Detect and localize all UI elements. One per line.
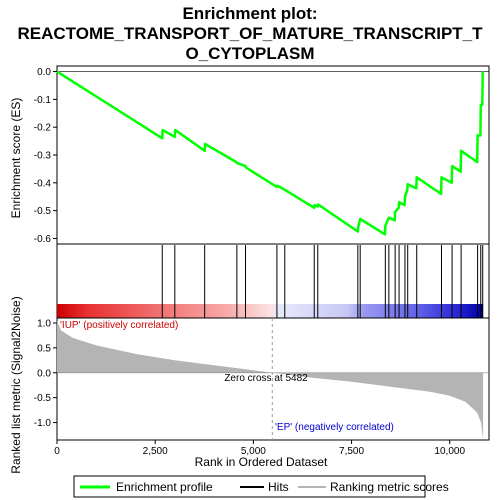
positive-correlation-label: 'IUP' (positively correlated) <box>60 320 178 331</box>
es-y-tick-label: -0.2 <box>34 123 52 134</box>
metric-y-tick-label: -0.5 <box>34 393 52 404</box>
zero-cross-label: Zero cross at 5482 <box>224 373 308 384</box>
es-y-axis-label: Enrichment score (ES) <box>9 98 23 219</box>
legend: Enrichment profile Hits Ranking metric s… <box>74 476 449 497</box>
chart-title-line-3: O_CYTOPLASM <box>185 44 314 63</box>
es-plot-frame <box>57 66 489 244</box>
metric-panel: 1.00.50.0-0.5-1.00 2,500 5,000 7,500 10,000 <box>34 318 489 457</box>
es-y-tick-label: -0.5 <box>34 206 52 217</box>
es-y-tick-label: 0.0 <box>37 67 51 78</box>
negative-correlation-label: 'EP' (negatively correlated) <box>275 422 394 433</box>
es-y-tick-label: -0.6 <box>34 234 52 245</box>
x-tick-label: 0 <box>54 446 60 457</box>
es-y-tick-label: -0.3 <box>34 151 52 162</box>
es-y-tick-label: -0.4 <box>34 178 52 189</box>
metric-y-tick-label: 1.0 <box>37 318 51 329</box>
es-y-tick-label: -0.1 <box>34 95 52 106</box>
hits-panel <box>57 244 489 318</box>
es-panel: 0.0 -0.1 -0.2 -0.3 -0.4 -0.5 -0.6 <box>34 66 489 245</box>
chart-title-line-2: REACTOME_TRANSPORT_OF_MATURE_TRANSCRIPT_… <box>17 24 483 43</box>
legend-label-ranking-metric: Ranking metric scores <box>330 480 449 494</box>
metric-y-tick-label: -1.0 <box>34 418 52 429</box>
legend-label-hits: Hits <box>268 480 289 494</box>
chart-title-line-1: Enrichment plot: <box>182 4 317 23</box>
metric-y-tick-label: 0.5 <box>37 343 51 354</box>
rank-gradient-bar <box>57 304 483 318</box>
metric-y-axis-label: Ranked list metric (Signal2Noise) <box>9 296 23 473</box>
x-axis-label: Rank in Ordered Dataset <box>195 455 328 469</box>
x-tick-label: 10,000 <box>434 446 465 457</box>
metric-y-tick-label: 0.0 <box>37 368 51 379</box>
x-tick-label: 2,500 <box>143 446 168 457</box>
legend-label-enrichment-profile: Enrichment profile <box>116 480 213 494</box>
x-tick-label: 7,500 <box>339 446 364 457</box>
